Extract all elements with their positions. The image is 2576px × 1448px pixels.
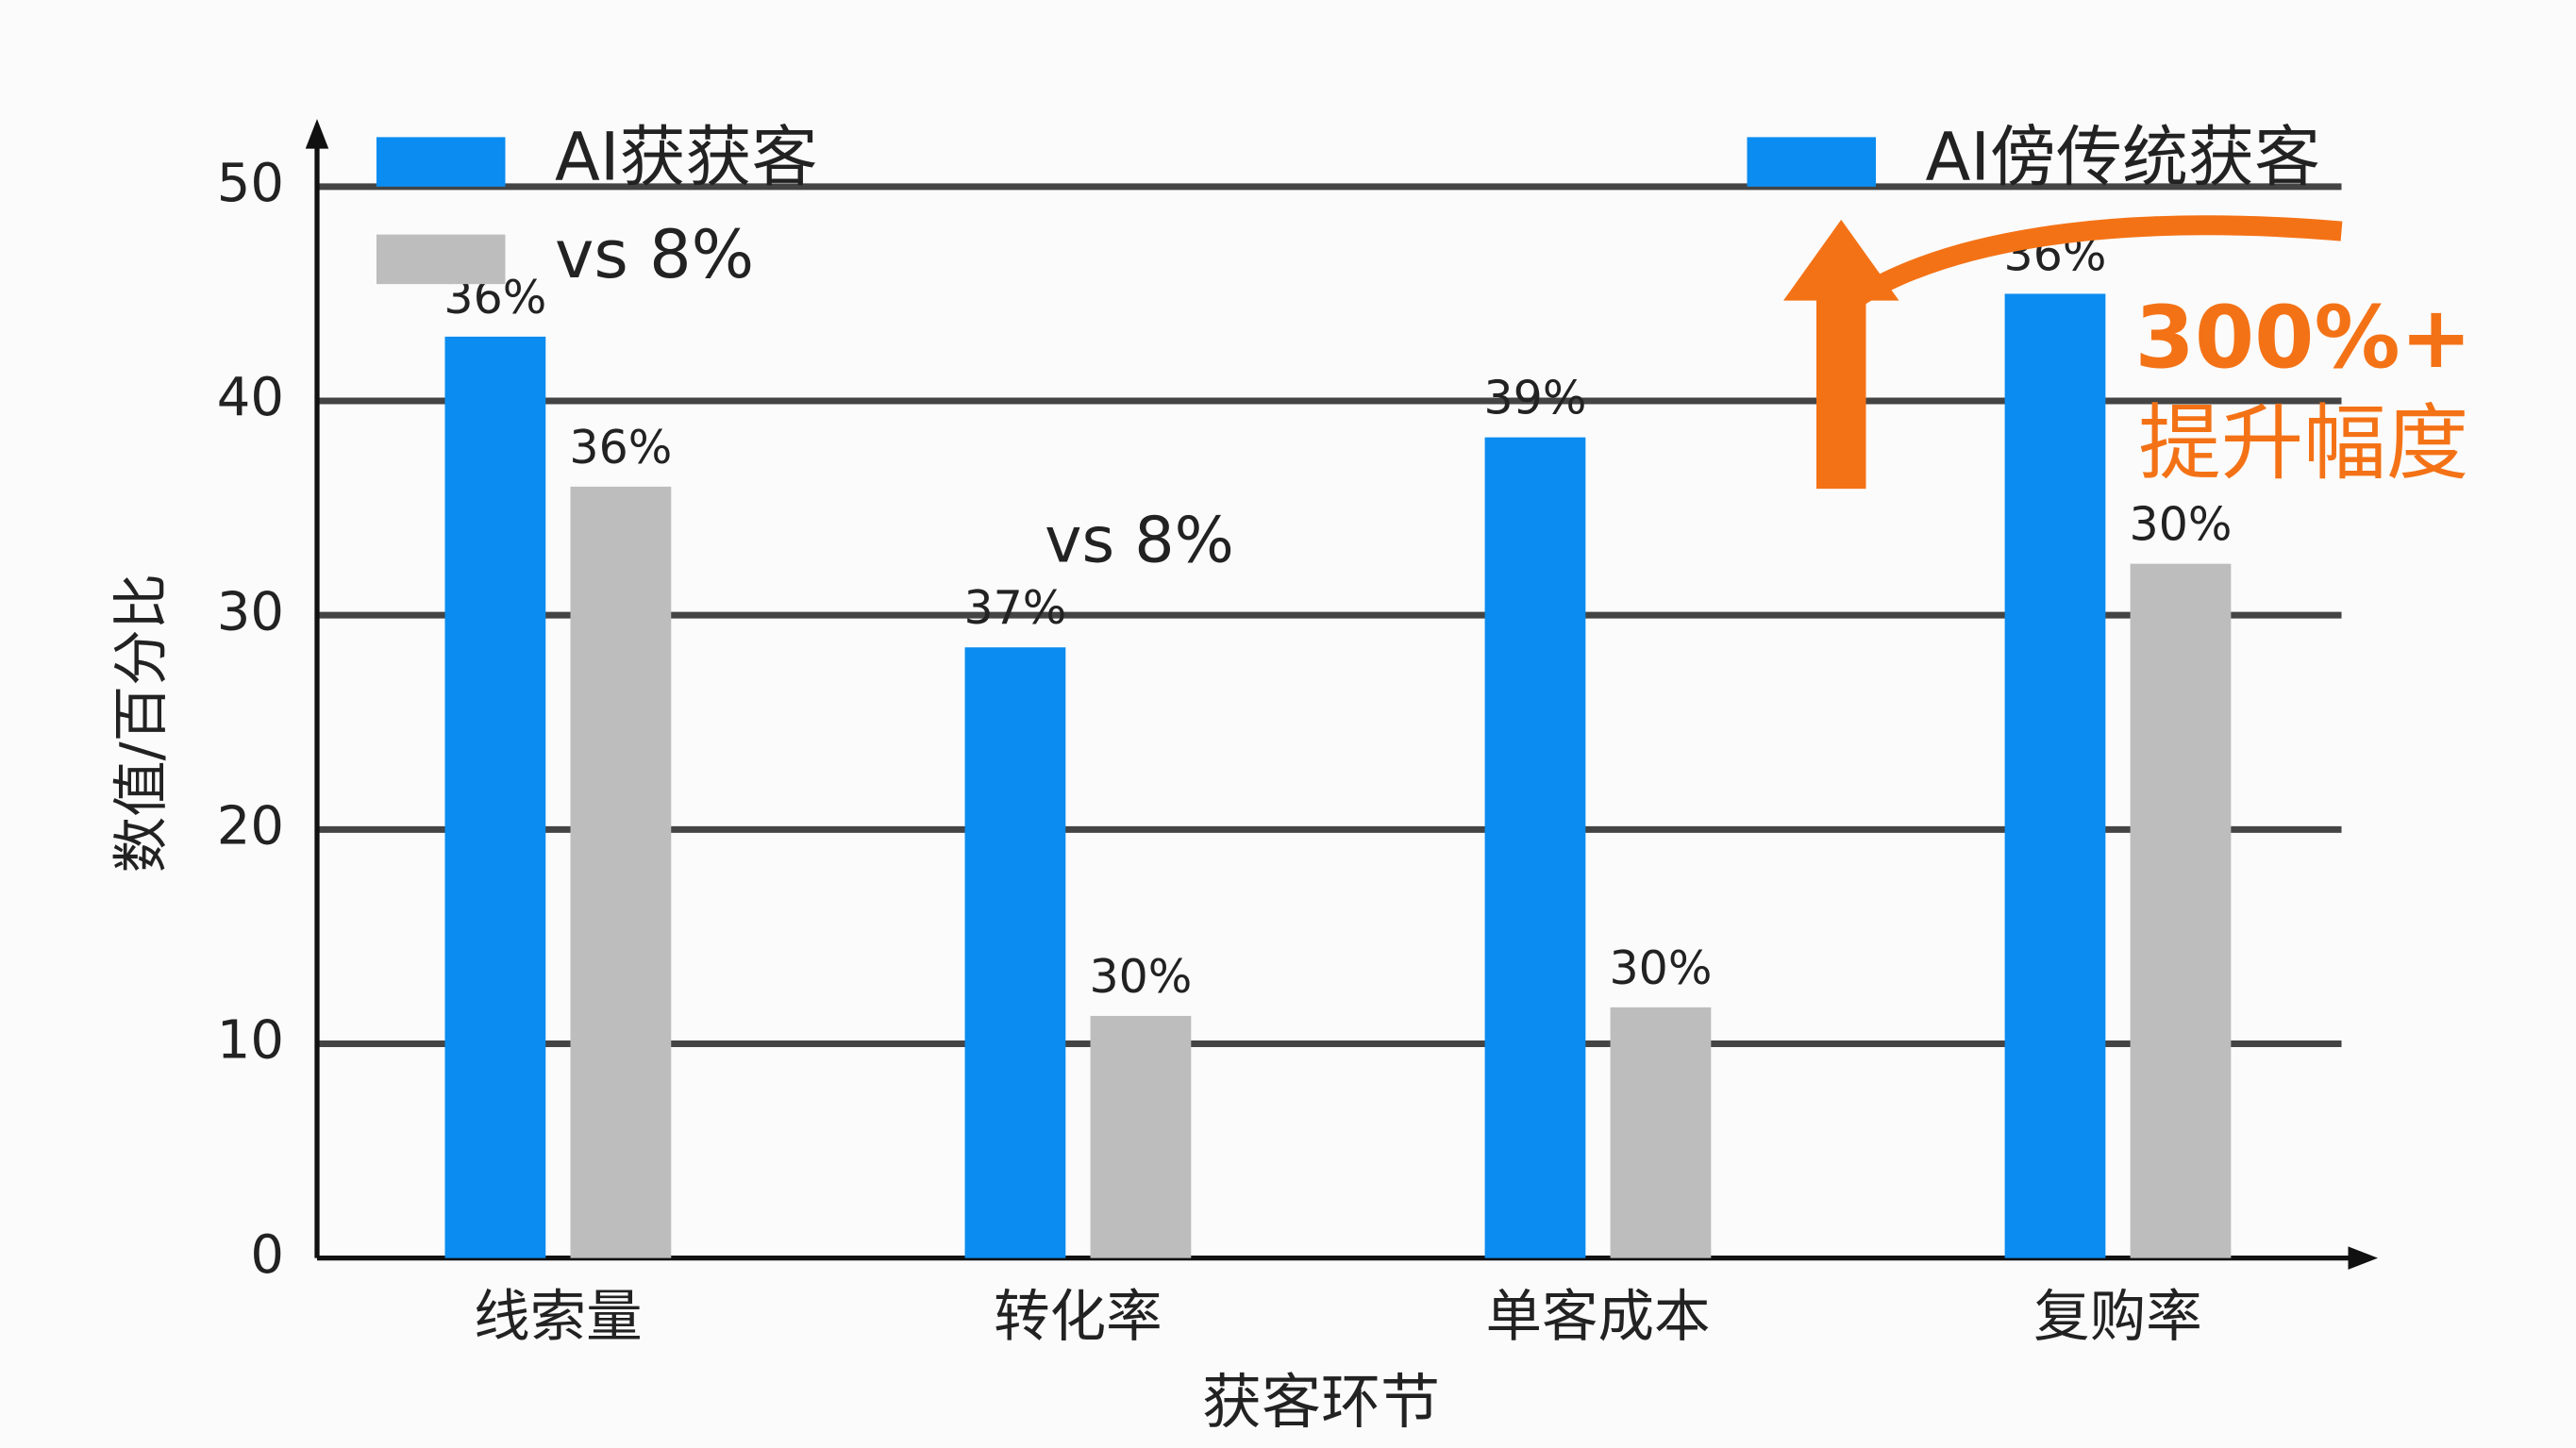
bar (2004, 293, 2106, 1258)
bar (964, 647, 1066, 1258)
x-tick-label: 单客成本 (1485, 1285, 1710, 1350)
legend-label: AI获获客 (555, 119, 818, 196)
legend-swatch (1747, 137, 1876, 187)
growth-arrow (1783, 215, 2343, 490)
legend-swatch (376, 234, 506, 285)
bar-label: 39% (1483, 372, 1586, 425)
x-axis-arrow (2348, 1246, 2378, 1270)
bar (444, 336, 546, 1258)
arrow-curve (1852, 215, 2343, 307)
y-tick-label: 20 (217, 795, 284, 857)
x-tick-label: 复购率 (2033, 1285, 2202, 1350)
y-axis-label: 数值/百分比 (109, 574, 175, 874)
bar-label: 30% (1089, 950, 1192, 1004)
bar-label: 37% (963, 581, 1066, 635)
bar (1090, 1015, 1192, 1258)
arrow-head (1783, 219, 1899, 301)
x-axis-label: 获客环节 (1202, 1368, 1440, 1437)
bar (1484, 437, 1586, 1258)
bar (2130, 563, 2232, 1258)
bar-label: 30% (1609, 941, 1712, 995)
bar-label: 36% (569, 421, 672, 474)
bar (570, 486, 672, 1258)
y-tick-label: 10 (217, 1010, 284, 1072)
arrow-shaft (1816, 297, 1866, 490)
x-tick-label: 线索量 (474, 1285, 643, 1350)
annotation: 300%+ (2135, 289, 2472, 388)
y-tick-label: 30 (217, 581, 284, 642)
y-axis-arrow (305, 119, 329, 149)
bar-label: 30% (2130, 498, 2233, 552)
x-tick-label: 转化率 (994, 1285, 1163, 1350)
y-tick-label: 40 (217, 367, 284, 428)
legend-label: AI傍传统获客 (1926, 119, 2321, 196)
y-tick-label: 0 (250, 1224, 284, 1286)
annotation: vs 8% (1045, 504, 1234, 577)
legend-swatch (376, 137, 506, 187)
annotation: 提升幅度 (2138, 395, 2468, 491)
y-tick-label: 50 (217, 153, 284, 214)
legend-label: vs 8% (555, 216, 754, 293)
bar (1610, 1007, 1712, 1258)
